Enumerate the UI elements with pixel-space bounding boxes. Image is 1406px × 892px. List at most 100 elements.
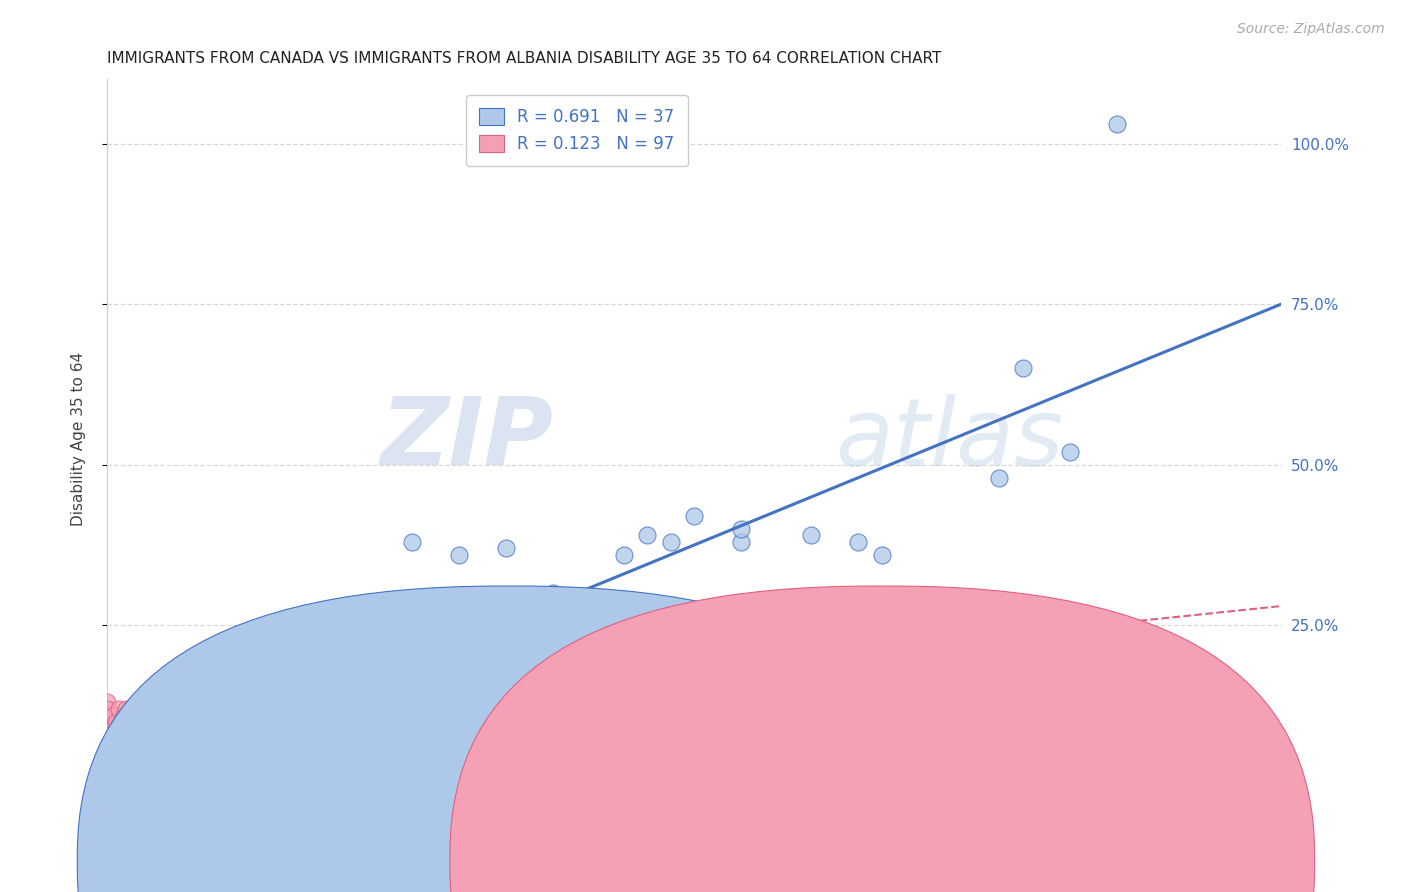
Point — [193, 721, 215, 735]
Point — [613, 650, 636, 665]
Point — [96, 695, 118, 709]
Point — [127, 721, 149, 735]
Point — [96, 721, 118, 735]
Point — [124, 714, 146, 729]
Point — [354, 721, 377, 735]
Point — [194, 702, 217, 716]
Point — [112, 721, 135, 735]
Point — [800, 638, 823, 652]
Point — [541, 586, 564, 600]
Point — [120, 714, 142, 729]
Point — [1129, 650, 1152, 665]
Point — [134, 708, 156, 723]
Point — [148, 727, 170, 741]
Point — [366, 753, 388, 767]
Point — [105, 714, 128, 729]
Point — [401, 734, 423, 748]
Point — [96, 708, 118, 723]
Point — [918, 657, 941, 671]
Point — [131, 721, 153, 735]
Point — [988, 470, 1011, 484]
Point — [138, 702, 160, 716]
Point — [565, 650, 588, 665]
Point — [129, 714, 152, 729]
Point — [122, 708, 145, 723]
Point — [236, 714, 259, 729]
Point — [162, 721, 184, 735]
Point — [180, 714, 202, 729]
Point — [211, 721, 233, 735]
Point — [179, 721, 201, 735]
Point — [152, 714, 174, 729]
Point — [284, 753, 307, 767]
Point — [636, 528, 658, 542]
Point — [1059, 445, 1081, 459]
Point — [186, 721, 208, 735]
Point — [471, 657, 494, 671]
Point — [115, 702, 138, 716]
Point — [115, 714, 138, 729]
Point — [141, 727, 163, 741]
Point — [117, 708, 139, 723]
Point — [152, 727, 174, 741]
Point — [848, 534, 870, 549]
Point — [122, 727, 145, 741]
Point — [1011, 361, 1033, 376]
Text: Immigrants from Canada: Immigrants from Canada — [509, 850, 700, 865]
Point — [108, 702, 131, 716]
Text: IMMIGRANTS FROM CANADA VS IMMIGRANTS FROM ALBANIA DISABILITY AGE 35 TO 64 CORREL: IMMIGRANTS FROM CANADA VS IMMIGRANTS FRO… — [107, 51, 942, 66]
Point — [683, 509, 706, 524]
Point — [776, 644, 799, 658]
Point — [236, 759, 259, 773]
Point — [613, 638, 636, 652]
Point — [225, 727, 247, 741]
Point — [201, 708, 224, 723]
Point — [495, 541, 517, 556]
Point — [218, 721, 240, 735]
Point — [401, 534, 423, 549]
Point — [136, 727, 159, 741]
Point — [1105, 117, 1128, 131]
Point — [330, 638, 353, 652]
Point — [173, 727, 195, 741]
Point — [159, 708, 181, 723]
Point — [103, 708, 125, 723]
Point — [249, 727, 271, 741]
Point — [143, 721, 166, 735]
Point — [127, 708, 149, 723]
Point — [207, 714, 229, 729]
Point — [110, 727, 132, 741]
Point — [197, 714, 219, 729]
Point — [271, 727, 294, 741]
Point — [145, 714, 167, 729]
Point — [120, 721, 142, 735]
Point — [129, 727, 152, 741]
Point — [112, 708, 135, 723]
Point — [143, 708, 166, 723]
Point — [754, 650, 776, 665]
Point — [730, 534, 752, 549]
Point — [148, 708, 170, 723]
Point — [124, 702, 146, 716]
Point — [330, 734, 353, 748]
Point — [150, 721, 173, 735]
Point — [96, 702, 118, 716]
Text: ZIP: ZIP — [381, 393, 553, 485]
Point — [706, 657, 728, 671]
Point — [284, 734, 307, 748]
Point — [200, 727, 222, 741]
Point — [683, 644, 706, 658]
Point — [659, 534, 682, 549]
Point — [165, 714, 187, 729]
Point — [166, 708, 188, 723]
Point — [208, 727, 231, 741]
Point — [134, 714, 156, 729]
Point — [117, 727, 139, 741]
Point — [730, 522, 752, 536]
Point — [155, 721, 177, 735]
Point — [120, 702, 142, 716]
Legend: R = 0.691   N = 37, R = 0.123   N = 97: R = 0.691 N = 37, R = 0.123 N = 97 — [465, 95, 688, 166]
Point — [136, 708, 159, 723]
Point — [260, 721, 283, 735]
Point — [425, 650, 447, 665]
